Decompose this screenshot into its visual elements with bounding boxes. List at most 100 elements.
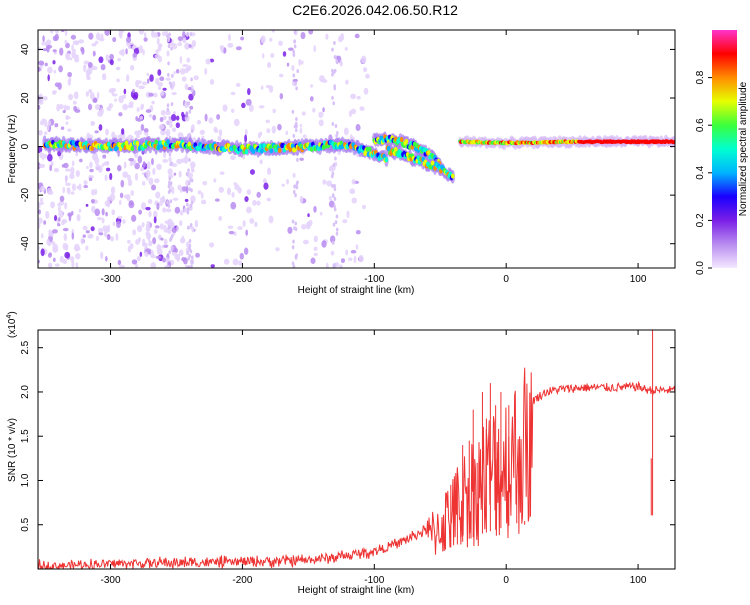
spectrogram-noise-cell <box>52 246 59 253</box>
spectrogram-noise-cell <box>226 187 232 196</box>
spectrogram-noise-cell <box>64 251 70 259</box>
spectrogram-noise-cell <box>38 145 43 154</box>
spectrogram-noise-cell <box>149 113 152 118</box>
spectrogram-y-tick-label: -40 <box>20 236 31 251</box>
spectrogram-noise-cell <box>160 237 164 241</box>
spectrogram-noise-cell <box>331 122 335 127</box>
spectrogram-noise-cell <box>146 176 149 181</box>
spectrogram-noise-cell <box>109 53 114 61</box>
spectrogram-noise-cell <box>47 74 50 82</box>
spectrogram-noise-cell <box>105 128 109 136</box>
spectrogram-noise-cell <box>171 227 177 233</box>
spectrogram-noise-cell <box>101 217 105 224</box>
spectrogram-x-tick-label: -100 <box>364 274 384 285</box>
spectrogram-noise-cell <box>60 30 65 33</box>
spectrogram-noise-cell <box>91 42 97 47</box>
spectrogram-noise-cell <box>58 200 65 206</box>
spectrogram-noise-cell <box>98 232 104 236</box>
spectrogram-noise-cell <box>300 60 304 65</box>
spectrogram-noise-cell <box>95 32 101 41</box>
spectrogram-noise-cell <box>81 47 85 55</box>
spectrogram-noise-cell <box>97 110 104 117</box>
spectrogram-noise-cell <box>71 232 75 240</box>
spectrogram-noise-cell <box>38 217 43 224</box>
spectrogram-noise-cell <box>67 128 72 132</box>
spectrogram-noise-cell <box>138 209 143 215</box>
spectrogram-noise-cell <box>348 257 353 262</box>
spectrogram-noise-cell <box>254 221 258 228</box>
spectrogram-noise-cell <box>58 103 64 110</box>
spectrogram-noise-cell <box>118 30 125 34</box>
spectrogram-noise-cell <box>95 163 101 171</box>
spectrogram-noise-cell <box>313 205 317 213</box>
spectrogram-noise-cell <box>110 186 116 195</box>
spectrogram-noise-cell <box>165 128 171 137</box>
spectrogram-noise-cell <box>98 124 103 131</box>
spectrogram-noise-cell <box>265 119 271 124</box>
spectrogram-noise-cell <box>74 57 80 63</box>
spectrogram-noise-cell <box>46 238 50 245</box>
spectrogram-noise-cell <box>335 60 339 65</box>
spectrogram-noise-cell <box>170 114 177 122</box>
spectrogram-noise-cell <box>335 214 339 219</box>
spectrogram-noise-cell <box>190 188 193 193</box>
spectrogram-noise-cell <box>86 132 91 140</box>
spectrogram-noise-cell <box>158 201 163 206</box>
spectrogram-noise-cell <box>142 181 146 186</box>
colorbar-tick-label: 0.0 <box>695 261 706 275</box>
spectrogram-noise-cell <box>83 185 89 189</box>
snr-plot-area <box>38 330 675 569</box>
spectrogram-noise-cell <box>71 260 75 268</box>
spectrogram-noise-cell <box>183 155 189 164</box>
spectrogram-noise-cell <box>296 157 299 162</box>
spectrogram-noise-cell <box>47 252 52 258</box>
spectrogram-noise-cell <box>188 157 191 162</box>
spectrogram-y-tick-label: 40 <box>20 43 31 55</box>
spectrogram-noise-cell <box>41 233 44 239</box>
spectrogram-noise-cell <box>189 178 192 183</box>
spectrogram-noise-cell <box>295 86 298 91</box>
spectrogram-noise-cell <box>78 39 85 44</box>
spectrogram-noise-cell <box>38 66 41 73</box>
spectrogram-noise-cell <box>51 229 58 234</box>
spectrogram-noise-cell <box>156 163 162 171</box>
spectrogram-noise-cell <box>181 257 186 262</box>
spectrogram-noise-cell <box>189 161 196 169</box>
spectrogram-noise-cell <box>106 233 111 241</box>
spectrogram-noise-cell <box>173 71 176 75</box>
colorbar-tick-label: 0.2 <box>695 213 706 227</box>
spectrogram-noise-cell <box>158 124 165 130</box>
spectrogram-noise-cell <box>333 264 336 268</box>
spectrogram-noise-cell <box>151 157 154 166</box>
spectrogram-noise-cell <box>187 181 191 186</box>
spectrogram-noise-cell <box>162 159 169 163</box>
snr-x-ticks: -300 -200 -100 0 100 <box>101 330 647 586</box>
spectrogram-noise-cell <box>285 130 289 136</box>
spectrogram-noise-cell <box>167 218 173 226</box>
spectrogram-noise-cell <box>57 223 61 227</box>
spectrogram-noise-cell <box>53 167 60 173</box>
spectrogram-noise-cell <box>318 119 324 127</box>
spectrogram-noise-cell <box>313 44 317 53</box>
spectrogram-noise-cell <box>167 203 171 208</box>
spectrogram-noise-cell <box>179 220 183 227</box>
spectrogram-noise-cell <box>127 239 131 244</box>
spectrogram-noise-cell <box>44 62 48 67</box>
spectrogram-noise-cell <box>179 68 186 75</box>
spectrogram-noise-cell <box>168 176 172 181</box>
spectrogram-noise-cell <box>102 225 107 232</box>
spectrogram-noise-cell <box>120 179 125 188</box>
spectrogram-noise-cell <box>299 127 303 134</box>
spectrogram-noise-cell <box>237 187 242 194</box>
spectrogram-noise-cell <box>127 42 134 46</box>
spectrogram-noise-cell <box>166 200 169 205</box>
spectrogram-noise-cell <box>140 123 145 131</box>
spectrogram-noise-cell <box>256 200 261 206</box>
spectrogram-noise-cell <box>49 164 53 172</box>
spectrogram-noise-cell <box>44 131 48 136</box>
spectrogram-noise-cell <box>162 87 167 91</box>
spectrogram-noise-cell <box>182 64 189 68</box>
spectrogram-noise-cell <box>260 85 264 90</box>
spectrogram-cell <box>368 146 372 152</box>
